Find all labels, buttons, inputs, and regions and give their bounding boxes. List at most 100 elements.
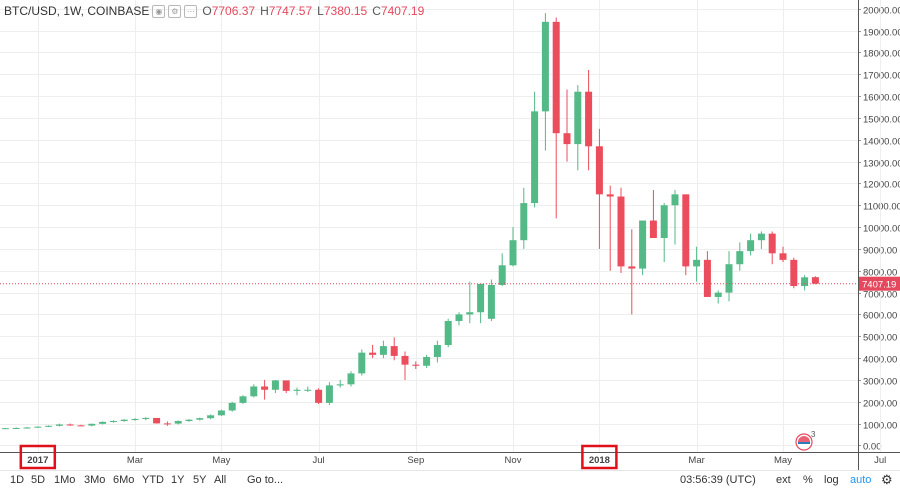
candle-body-up (109, 420, 117, 422)
svg-text:3: 3 (811, 431, 816, 439)
candle-body-up (196, 418, 204, 420)
y-tick-label: 18000.00 (863, 49, 900, 60)
candle-body-up (444, 320, 452, 346)
y-tick-label: 14000.00 (863, 137, 900, 148)
x-tick-label: 2017 (27, 455, 48, 466)
candle-body-up (293, 389, 301, 391)
y-tick-label: 19000.00 (863, 28, 900, 39)
range-6mo-button[interactable]: 6Mo (113, 474, 135, 486)
y-tick-label: 12000.00 (863, 180, 900, 191)
bottom-toolbar: 1D 5D 1Mo 3Mo 6Mo YTD 1Y 5Y All Go to...… (0, 470, 900, 491)
candle-body-down (682, 194, 690, 267)
candle-body-down (282, 380, 290, 391)
candle-body-up (120, 419, 128, 421)
high-value: 7747.57 (268, 4, 313, 18)
percent-toggle[interactable]: % (803, 474, 813, 486)
candle-body-up (433, 345, 441, 358)
candle-body-up (520, 203, 528, 241)
candle-body-down (790, 259, 798, 287)
more-icon[interactable]: ⋯ (184, 4, 198, 18)
candle-body-down (315, 389, 323, 403)
highlight-box (19, 444, 57, 470)
candle-body-down (606, 194, 614, 197)
open-value: 7706.37 (211, 4, 256, 18)
candle-body-down (163, 423, 171, 425)
candles-group (1, 13, 819, 430)
candle-body-down (261, 386, 269, 390)
x-tick-label: May (774, 455, 792, 466)
x-tick-label: 2018 (589, 455, 610, 466)
y-tick-label: 0.00 (863, 442, 882, 453)
candle-body-down (66, 424, 74, 426)
candle-body-up (379, 346, 387, 355)
candle-body-up (660, 205, 668, 239)
candle-body-up (671, 194, 679, 206)
candle-body-up (736, 251, 744, 265)
candle-body-up (336, 384, 344, 386)
x-tick-label: Jul (313, 455, 325, 466)
range-1mo-button[interactable]: 1Mo (54, 474, 76, 486)
price-chart[interactable]: 0.001000.002000.003000.004000.005000.006… (0, 0, 900, 470)
highlight-box (581, 444, 618, 470)
candle-body-up (466, 312, 474, 315)
range-3mo-button[interactable]: 3Mo (84, 474, 106, 486)
goto-button[interactable]: Go to... (247, 474, 284, 486)
eye-icon[interactable]: ◉ (152, 4, 166, 18)
candle-body-down (77, 425, 85, 427)
range-5y-button[interactable]: 5Y (193, 474, 207, 486)
x-tick-label: Sep (407, 455, 424, 466)
candle-body-up (23, 427, 31, 429)
close-value: 7407.19 (380, 4, 425, 18)
tradingview-logo-icon[interactable]: 3 (794, 431, 816, 451)
symbol-title[interactable]: BTC/USD, 1W, COINBASE (4, 4, 150, 18)
ext-toggle[interactable]: ext (776, 474, 791, 486)
x-tick-label: May (212, 455, 230, 466)
auto-toggle[interactable]: auto (850, 474, 872, 486)
candle-body-up (487, 284, 495, 319)
y-tick-label: 16000.00 (863, 93, 900, 104)
candle-body-up (747, 240, 755, 252)
candle-body-down (412, 364, 420, 366)
candle-body-up (455, 314, 463, 321)
candle-body-up (714, 292, 722, 297)
candle-body-down (703, 259, 711, 297)
low-label: L (317, 4, 324, 18)
range-1d-button[interactable]: 1D (10, 474, 25, 486)
candle-body-up (250, 386, 258, 397)
candle-body-up (325, 385, 333, 403)
candle-body-down (401, 355, 409, 365)
candle-body-down (563, 133, 571, 145)
y-tick-label: 17000.00 (863, 71, 900, 82)
gear-icon[interactable]: ⚙ (881, 472, 893, 487)
last-price-label: 7407.19 (862, 280, 896, 291)
candle-body-up (99, 421, 107, 424)
candle-body-up (45, 425, 53, 427)
settings-icon[interactable]: ⚙ (168, 4, 182, 18)
x-tick-label: Mar (127, 455, 143, 466)
y-tick-label: 20000.00 (863, 6, 900, 17)
candle-body-up (541, 21, 549, 112)
candle-body-up (347, 373, 355, 385)
candle-body-up (271, 380, 279, 390)
candle-body-up (693, 259, 701, 267)
log-toggle[interactable]: log (824, 474, 839, 486)
candle-body-up (185, 419, 193, 421)
candle-body-up (757, 233, 765, 241)
candle-body-down (585, 91, 593, 147)
candle-body-up (498, 265, 506, 285)
y-tick-label: 13000.00 (863, 159, 900, 170)
last-price-tag (859, 276, 900, 291)
candle-body-up (239, 396, 247, 403)
range-1y-button[interactable]: 1Y (171, 474, 185, 486)
close-label: C (372, 4, 381, 18)
candle-body-up (304, 389, 312, 391)
candle-body-up (574, 91, 582, 145)
candle-body-up (142, 417, 150, 420)
candle-body-up (12, 427, 20, 429)
range-ytd-button[interactable]: YTD (142, 474, 164, 486)
x-tick-label: Nov (505, 455, 522, 466)
range-5d-button[interactable]: 5D (31, 474, 46, 486)
range-all-button[interactable]: All (214, 474, 227, 486)
open-label: O (202, 4, 212, 18)
candle-body-up (801, 277, 809, 287)
